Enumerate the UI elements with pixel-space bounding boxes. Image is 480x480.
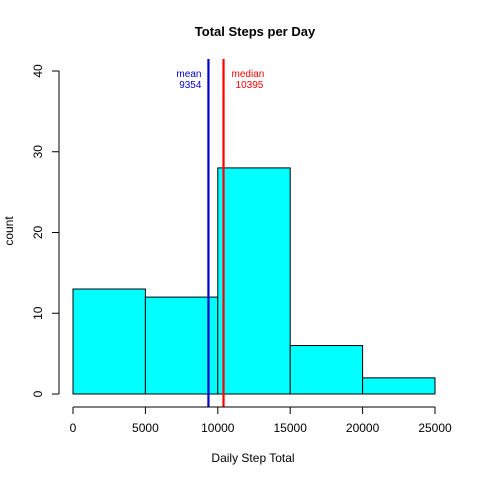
x-axis-label: Daily Step Total [211,451,294,465]
x-tick-label: 20000 [346,421,380,435]
histogram-bar-4 [289,345,364,395]
x-axis: 0 5000 10000 15000 20000 25000 [70,406,452,435]
x-tick-label: 10000 [201,421,235,435]
x-tick-label: 15000 [274,421,308,435]
histogram-bars [72,167,436,395]
histogram-bar-2 [144,296,219,395]
y-tick-label: 0 [31,390,45,397]
histogram-bar-3 [217,167,291,395]
median-label: median [232,69,265,80]
histogram-bar-5 [362,377,436,395]
x-tick-label: 5000 [132,421,159,435]
y-tick-label: 10 [31,306,45,320]
y-tick-label: 40 [31,64,45,78]
y-tick-label: 30 [31,145,45,159]
y-axis-label: count [2,216,16,246]
x-tick-label: 0 [70,421,77,435]
median-value-label: 10395 [236,80,264,91]
mean-value-label: 9354 [179,80,202,91]
mean-label: mean [176,69,201,80]
x-tick-label: 25000 [418,421,452,435]
y-tick-label: 20 [31,226,45,240]
chart-title: Total Steps per Day [195,24,316,39]
y-axis: 0 10 20 30 40 [31,64,60,397]
histogram-bar-1 [72,288,146,395]
